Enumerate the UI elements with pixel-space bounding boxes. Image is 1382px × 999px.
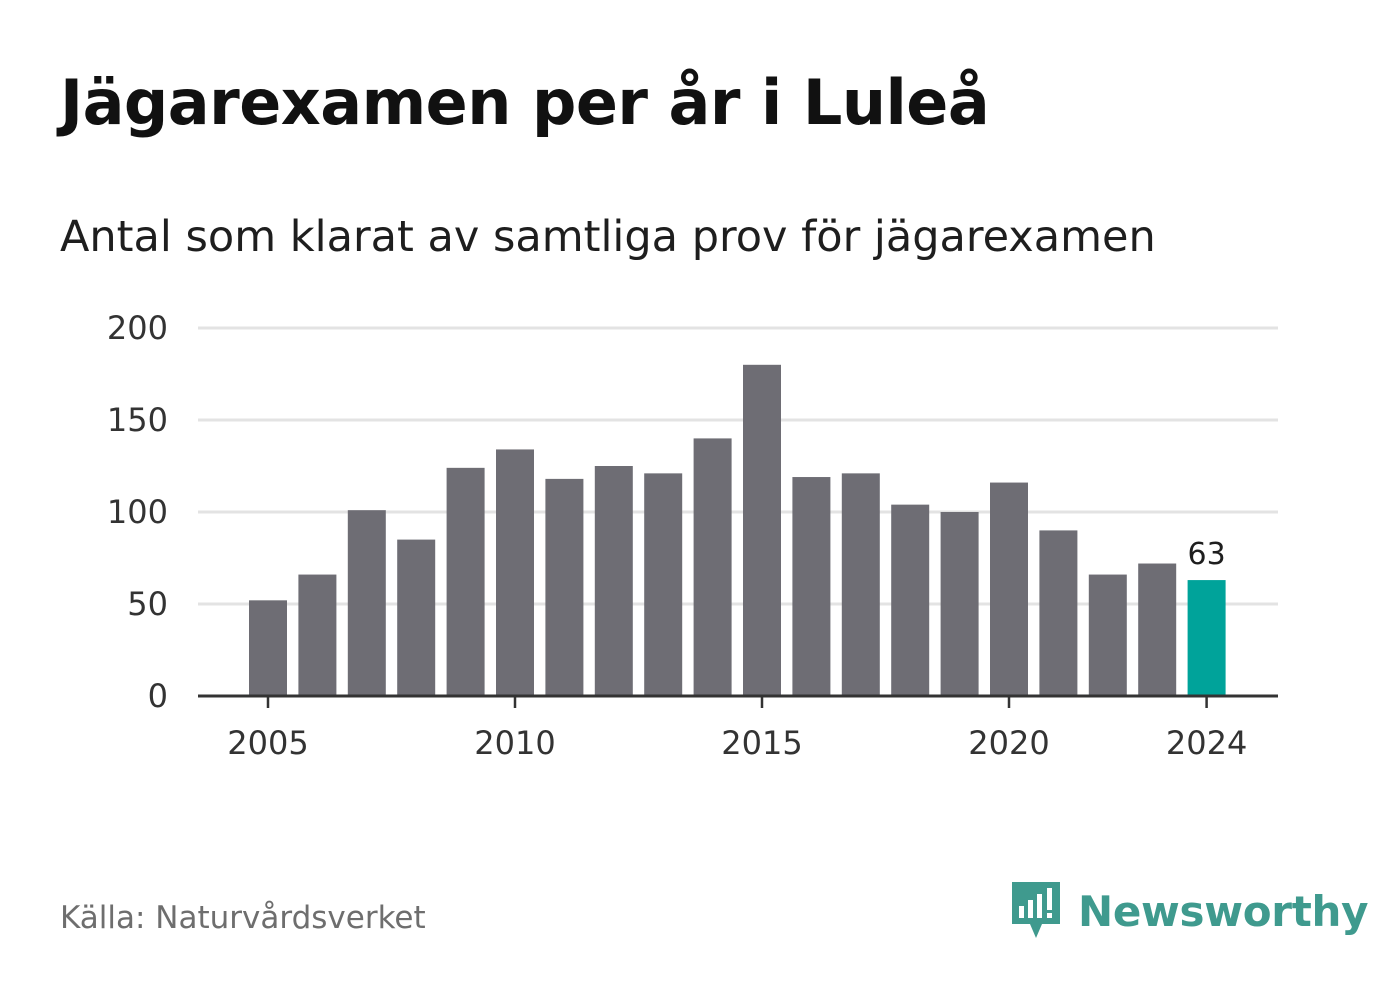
x-tick-label: 2020 [968,724,1049,762]
bar [743,364,781,696]
data-label: 63 [1188,537,1226,572]
chart-subtitle: Antal som klarat av samtliga prov för jä… [60,212,1156,262]
y-tick-label: 0 [148,677,168,715]
bar-chart: 0 50 100 150 200 63 2005 2010 2015 2020 2024 [107,309,1278,762]
bar [545,478,584,696]
y-tick-label: 100 [107,493,168,531]
chart-title: Jägarexamen per år i Luleå [60,66,990,139]
bar [1138,563,1177,696]
bar [594,466,633,696]
x-tick-label: 2024 [1166,724,1247,762]
bar [347,510,386,696]
bar [693,438,732,696]
bar [298,574,337,696]
bar [446,467,485,696]
bar [1088,574,1127,696]
bar [792,477,831,696]
bar [990,482,1028,696]
x-tick-label: 2015 [721,724,802,762]
bar [891,504,930,696]
x-tick-label: 2010 [474,724,555,762]
x-tick-label: 2005 [227,724,308,762]
bar [1039,530,1078,696]
y-tick-label: 150 [107,401,168,439]
newsworthy-logo: Newsworthy [1010,880,1368,942]
bar [249,600,287,696]
bar [496,449,534,696]
bar-highlight [1187,580,1226,696]
bar [397,539,436,696]
y-tick-label: 200 [107,309,168,347]
y-tick-label: 50 [127,585,168,623]
newsworthy-logo-icon [1012,882,1060,938]
bar [940,512,979,696]
source-note: Källa: Naturvårdsverket [60,900,426,936]
bar [644,473,683,696]
newsworthy-logo-text: Newsworthy [1078,886,1369,936]
bar [841,473,880,696]
